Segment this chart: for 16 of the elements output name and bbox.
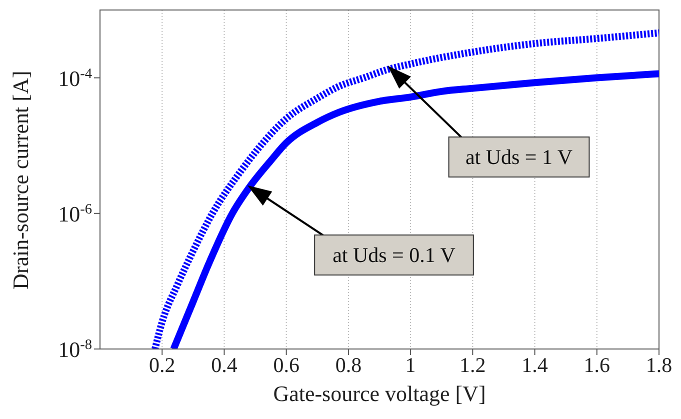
x-tick-label: 0.4 [211, 352, 238, 377]
x-tick-label: 1.4 [522, 352, 548, 377]
y-tick-label: 10$^{-6}$ [58, 201, 92, 226]
x-tick-label: 1.6 [584, 352, 610, 377]
x-tick-label: 0.8 [335, 352, 362, 377]
x-tick-label: 1.2 [460, 352, 486, 377]
y-axis-title: Drain-source current [A] [8, 70, 33, 290]
x-tick-label: 0.6 [273, 352, 300, 377]
x-axis-title: Gate-source voltage [V] [273, 381, 486, 406]
x-tick-label: 0.2 [148, 352, 176, 377]
y-tick-label: 10$^{-8}$ [58, 337, 92, 362]
y-tick-label: 10$^{-4}$ [58, 66, 92, 91]
annotation: at Uds = 1 V [465, 145, 573, 169]
x-tick-label: 1.8 [646, 352, 672, 377]
x-tick-label: 1 [405, 352, 416, 377]
annotation: at Uds = 0.1 V [332, 243, 456, 267]
